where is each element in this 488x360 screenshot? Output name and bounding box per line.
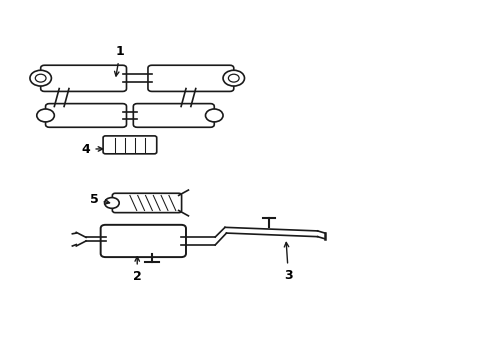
FancyBboxPatch shape bbox=[133, 104, 214, 127]
Text: 1: 1 bbox=[114, 45, 124, 76]
Circle shape bbox=[205, 109, 223, 122]
FancyBboxPatch shape bbox=[41, 65, 126, 91]
Text: 2: 2 bbox=[133, 257, 142, 283]
FancyBboxPatch shape bbox=[112, 193, 181, 213]
FancyBboxPatch shape bbox=[101, 225, 185, 257]
FancyBboxPatch shape bbox=[103, 136, 157, 154]
Circle shape bbox=[104, 198, 119, 208]
Circle shape bbox=[35, 74, 46, 82]
Circle shape bbox=[228, 74, 239, 82]
Circle shape bbox=[223, 70, 244, 86]
Text: 4: 4 bbox=[81, 143, 102, 156]
Text: 5: 5 bbox=[90, 193, 109, 206]
FancyBboxPatch shape bbox=[45, 104, 126, 127]
Text: 3: 3 bbox=[284, 242, 292, 282]
Circle shape bbox=[37, 109, 54, 122]
FancyBboxPatch shape bbox=[148, 65, 233, 91]
Circle shape bbox=[30, 70, 51, 86]
